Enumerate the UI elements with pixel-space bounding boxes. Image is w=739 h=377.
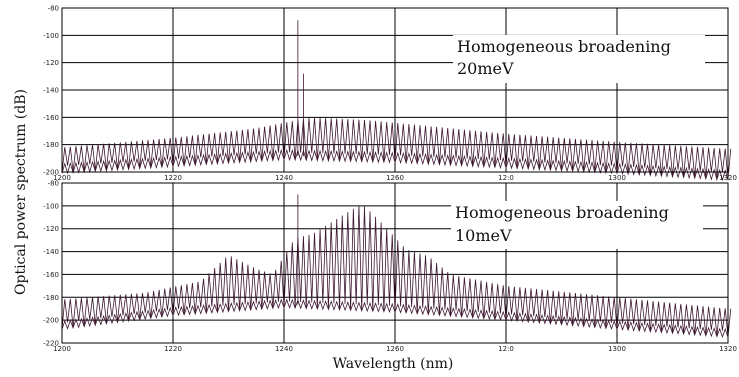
noise-floor-trace — [61, 298, 729, 339]
x-axis-label: Wavelength (nm) — [333, 356, 454, 372]
x-tick-label: 1200 — [53, 174, 71, 182]
annotation-line-1: Homogeneous broadening — [455, 203, 669, 222]
y-axis-label: Optical power spectrum (dB) — [13, 89, 29, 295]
x-tick-label: 1300 — [608, 174, 626, 182]
annotation-line-1: Homogeneous broadening — [457, 37, 671, 56]
x-tick-label: 1260 — [386, 345, 404, 353]
x-tick-label: 12:0 — [498, 345, 514, 353]
y-tick-label: -80 — [48, 5, 59, 13]
x-tick-label: 1200 — [53, 345, 71, 353]
y-tick-label: -200 — [43, 317, 59, 325]
noise-floor-trace — [61, 148, 729, 182]
y-tick-label: -100 — [43, 202, 59, 210]
annotation-background — [453, 35, 705, 83]
x-tick-label: 1220 — [164, 174, 182, 182]
annotation-line-2: 10meV — [455, 226, 512, 245]
y-tick-label: -160 — [43, 114, 59, 122]
y-tick-label: -120 — [43, 59, 59, 67]
x-tick-label: 1260 — [386, 174, 404, 182]
y-tick-label: -200 — [43, 169, 59, 177]
spectrum-trace — [61, 117, 732, 180]
y-tick-label: -100 — [43, 32, 59, 40]
x-tick-label: 1240 — [275, 345, 293, 353]
spectrum-trace — [61, 205, 732, 337]
annotation-background — [451, 201, 703, 249]
plot-frame — [61, 7, 729, 173]
x-tick-label: 1300 — [608, 345, 626, 353]
y-tick-label: -140 — [43, 87, 59, 95]
y-tick-label: -180 — [43, 294, 59, 302]
x-tick-label: 1320 — [719, 345, 737, 353]
y-tick-label: -120 — [43, 225, 59, 233]
x-tick-label: 1220 — [164, 345, 182, 353]
x-tick-label: 1240 — [275, 174, 293, 182]
y-tick-label: -160 — [43, 271, 59, 279]
y-tick-label: -180 — [43, 141, 59, 149]
annotation-line-2: 20meV — [457, 59, 514, 78]
y-tick-label: -220 — [43, 340, 59, 348]
plot-frame — [61, 182, 729, 344]
y-tick-label: -140 — [43, 248, 59, 256]
y-tick-label: -80 — [48, 180, 59, 188]
x-tick-label: 12:0 — [498, 174, 514, 182]
